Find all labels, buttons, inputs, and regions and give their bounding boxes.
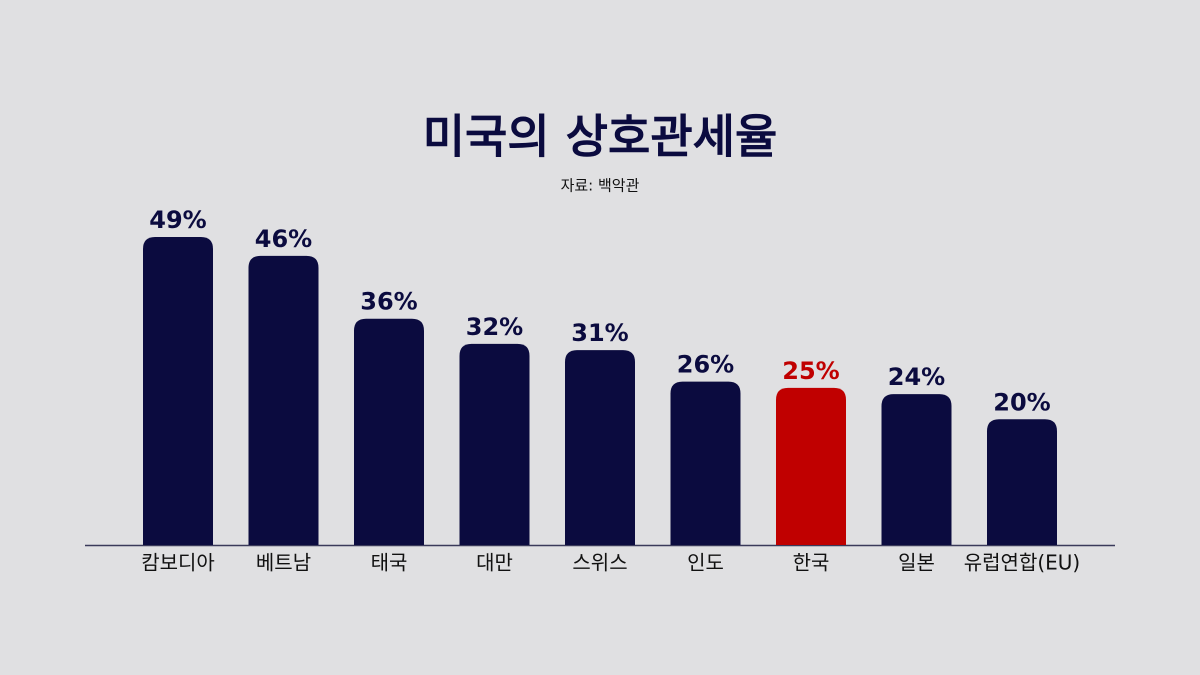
x-tick-label: 대만 xyxy=(476,551,513,575)
bar xyxy=(248,255,319,545)
value-label: 31% xyxy=(571,319,628,347)
x-tick-label: 태국 xyxy=(371,551,408,575)
x-tick-label: 베트남 xyxy=(256,551,311,575)
x-tick-label: 유럽연합(EU) xyxy=(964,551,1080,575)
value-label: 25% xyxy=(782,357,839,385)
bar xyxy=(459,343,530,545)
value-label: 26% xyxy=(677,351,734,379)
value-label: 20% xyxy=(993,388,1050,416)
x-tick-label: 한국 xyxy=(793,551,830,575)
value-label: 36% xyxy=(360,288,417,316)
bar xyxy=(670,381,741,545)
value-label: 46% xyxy=(255,225,312,253)
value-label: 24% xyxy=(888,363,945,391)
bar xyxy=(776,387,846,545)
bar xyxy=(143,237,213,545)
bar xyxy=(354,318,424,545)
x-tick-label: 캄보디아 xyxy=(141,551,215,575)
bar xyxy=(565,350,635,545)
x-tick-label: 인도 xyxy=(687,551,724,575)
value-label: 32% xyxy=(466,313,523,341)
chart-subtitle: 자료: 백악관 xyxy=(561,177,640,195)
x-tick-label: 스위스 xyxy=(572,551,627,575)
bar xyxy=(987,419,1057,545)
value-label: 49% xyxy=(149,206,206,234)
bar xyxy=(881,394,952,545)
x-tick-label: 일본 xyxy=(898,551,935,575)
chart-title: 미국의 상호관세율 xyxy=(423,110,778,164)
